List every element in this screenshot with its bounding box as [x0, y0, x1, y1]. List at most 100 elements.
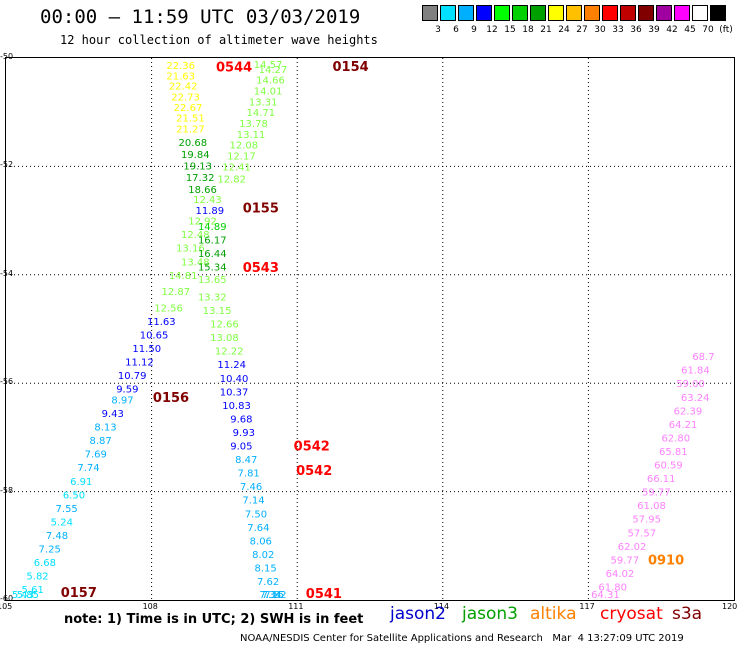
swh-value: 7.48	[46, 531, 68, 542]
swh-value: 7.25	[39, 545, 61, 556]
swh-value: 21.51	[176, 114, 205, 125]
legend-jason3: jason3	[462, 604, 518, 624]
scale-label: 24	[558, 25, 570, 35]
swh-value: 62.02	[618, 542, 647, 553]
swh-value: 13.11	[237, 130, 266, 141]
swh-value: 7.69	[85, 450, 107, 461]
swh-value: 57.57	[627, 528, 656, 539]
swh-value: 12.92	[188, 217, 217, 228]
scale-swatch	[530, 5, 546, 21]
scale-swatch	[692, 5, 708, 21]
credit-line: NOAA/NESDIS Center for Satellite Applica…	[240, 633, 684, 644]
swh-value: 14.01	[254, 87, 283, 98]
scale-swatch	[602, 5, 618, 21]
pass-time-label: 0542	[294, 440, 330, 455]
swh-value: 7.81	[238, 469, 260, 480]
scale-label: 30	[594, 25, 606, 35]
swh-value: 59.77	[642, 488, 671, 499]
swh-value: 14.66	[256, 76, 285, 87]
swh-value: 12.66	[210, 320, 239, 331]
swh-value: 14.57	[254, 60, 283, 71]
swh-value: 11.63	[147, 317, 176, 328]
swh-value: 59.77	[610, 555, 639, 566]
scale-swatch	[440, 5, 456, 21]
scale-swatch	[512, 5, 528, 21]
swh-value: 10.65	[140, 330, 169, 341]
scale-label: 15	[504, 25, 516, 35]
swh-value: 5.24	[51, 517, 73, 528]
swh-value: 5.61	[22, 585, 44, 596]
swh-value: 8.02	[252, 550, 274, 561]
pass-time-label: 0156	[153, 391, 189, 406]
swh-value: 14.71	[246, 108, 275, 119]
scale-swatch	[584, 5, 600, 21]
scale-swatch	[422, 5, 438, 21]
legend-cryosat: cryosat	[600, 604, 663, 624]
swh-value: 12.48	[181, 230, 210, 241]
swh-value: 10.83	[222, 401, 251, 412]
swh-value: 13.31	[249, 97, 278, 108]
lat-tick-label: -60	[0, 594, 14, 603]
swh-value: 12.41	[222, 162, 251, 173]
pass-time-label: 0155	[243, 201, 279, 216]
swh-value: 8.06	[250, 536, 272, 547]
swh-value: 9.68	[230, 414, 252, 425]
scale-swatch	[566, 5, 582, 21]
lat-tick-label: -58	[0, 485, 14, 495]
swh-value: 13.65	[198, 275, 227, 286]
swh-value: 14.27	[259, 65, 288, 76]
scale-label: 6	[453, 25, 459, 35]
swh-value: 10.40	[220, 374, 249, 385]
swh-value: 59.00	[676, 379, 705, 390]
lat-tick-label: -56	[0, 377, 14, 387]
swh-value: 9.43	[102, 409, 124, 420]
lon-tick-label: 114	[433, 602, 450, 611]
swh-value: 60.59	[654, 461, 683, 472]
swh-value: 11.24	[217, 360, 246, 371]
lon-tick-label: 111	[288, 602, 304, 611]
lon-tick-label: 117	[579, 602, 595, 611]
swh-value: 16.17	[198, 236, 227, 247]
swh-value: 9.05	[230, 442, 252, 453]
swh-value: 14.81	[169, 271, 198, 282]
scale-label: 3	[435, 25, 441, 35]
swh-value: 5.82	[26, 572, 48, 583]
swh-value: 68.7	[692, 352, 714, 363]
swh-value: 6.91	[70, 477, 92, 488]
pass-time-label: 0157	[61, 586, 97, 600]
lon-tick-label: 105	[0, 602, 13, 611]
swh-value: 7.74	[77, 463, 99, 474]
swh-value: 21.27	[176, 124, 205, 135]
pass-time-label: 0154	[332, 60, 368, 75]
swh-value: 21.63	[166, 71, 195, 82]
scale-swatch	[494, 5, 510, 21]
swh-value: 9.93	[233, 428, 255, 439]
swh-value: 12.22	[215, 347, 244, 358]
swh-value: 64.31	[591, 590, 620, 600]
swh-value: 10.79	[118, 371, 147, 382]
scale-label: 45	[684, 25, 696, 35]
swh-value: 17.32	[186, 173, 215, 184]
swh-value: 7.82	[264, 590, 286, 600]
swh-value: 62.80	[661, 433, 690, 444]
pass-time-label: 0541	[306, 587, 342, 600]
swh-value: 11.89	[196, 206, 225, 217]
pass-time-label: 0543	[243, 261, 279, 276]
swh-value: 13.16	[176, 244, 205, 255]
scale-label: 39	[648, 25, 660, 35]
legend-altika: altika	[530, 604, 577, 624]
swh-value: 11.12	[125, 358, 154, 369]
scale-swatch	[548, 5, 564, 21]
swh-value: 22.67	[174, 103, 203, 114]
swh-value: 22.42	[169, 82, 198, 93]
swh-value: 61.84	[681, 366, 710, 377]
swh-value: 8.13	[94, 423, 116, 434]
swh-value: 8.87	[90, 436, 112, 447]
scale-swatch	[656, 5, 672, 21]
scale-swatch	[674, 5, 690, 21]
legend-jason2: jason2	[390, 604, 446, 624]
swh-value: 8.15	[255, 563, 277, 574]
pass-time-label: 0910	[648, 554, 684, 569]
swh-value: 7.34	[259, 590, 281, 600]
swh-value: 64.21	[669, 420, 698, 431]
